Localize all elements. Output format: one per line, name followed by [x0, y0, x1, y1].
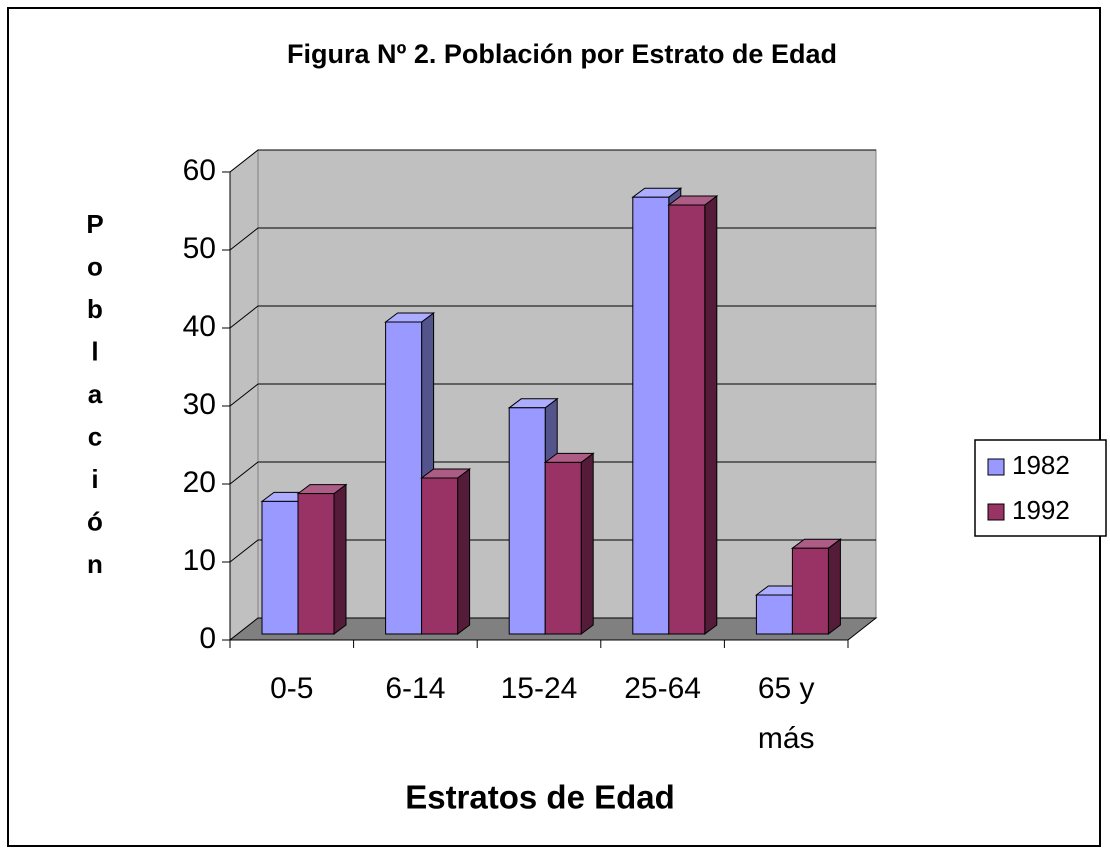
y-tick-label: 10	[183, 544, 216, 577]
bar-front	[544, 461, 582, 635]
bar	[543, 452, 595, 635]
bar-front	[421, 477, 459, 635]
bar-side	[333, 483, 347, 635]
bar-front	[632, 196, 670, 635]
bar-side	[457, 468, 471, 635]
bar-front	[261, 500, 299, 635]
y-tick-label: 60	[183, 154, 216, 187]
bar-front	[297, 493, 335, 635]
y-tick-label: 0	[199, 622, 216, 655]
bar	[296, 483, 348, 635]
bar-front	[668, 204, 706, 635]
bar-side	[827, 538, 841, 635]
bar	[420, 468, 472, 635]
bar-side	[580, 452, 594, 635]
x-tick-label: 25-64	[624, 672, 701, 705]
x-tick-label: 6-14	[385, 672, 445, 705]
bar-front	[791, 547, 829, 635]
grid-line	[229, 149, 876, 173]
bar-front	[385, 321, 423, 635]
x-tick-label: 15-24	[501, 672, 578, 705]
bar	[790, 538, 842, 635]
bar	[667, 195, 719, 635]
bar-front	[755, 594, 793, 635]
chart-title: Figura Nº 2. Población por Estrato de Ed…	[287, 39, 837, 69]
x-tick-label: 0-5	[270, 672, 313, 705]
bar-side	[704, 195, 718, 635]
legend-label: 1992	[1012, 495, 1070, 525]
bar-front	[508, 407, 546, 635]
bar	[384, 312, 436, 635]
x-axis-title: Estratos de Edad	[405, 779, 675, 816]
y-tick-label: 30	[183, 388, 216, 421]
x-tick-label: 65 y más	[758, 672, 815, 755]
legend-swatch	[987, 503, 1005, 521]
y-tick-label: 40	[183, 310, 216, 343]
y-tick-label: 50	[183, 232, 216, 265]
legend-label: 1982	[1012, 450, 1070, 480]
y-tick-label: 20	[183, 466, 216, 499]
legend-swatch	[987, 458, 1005, 476]
